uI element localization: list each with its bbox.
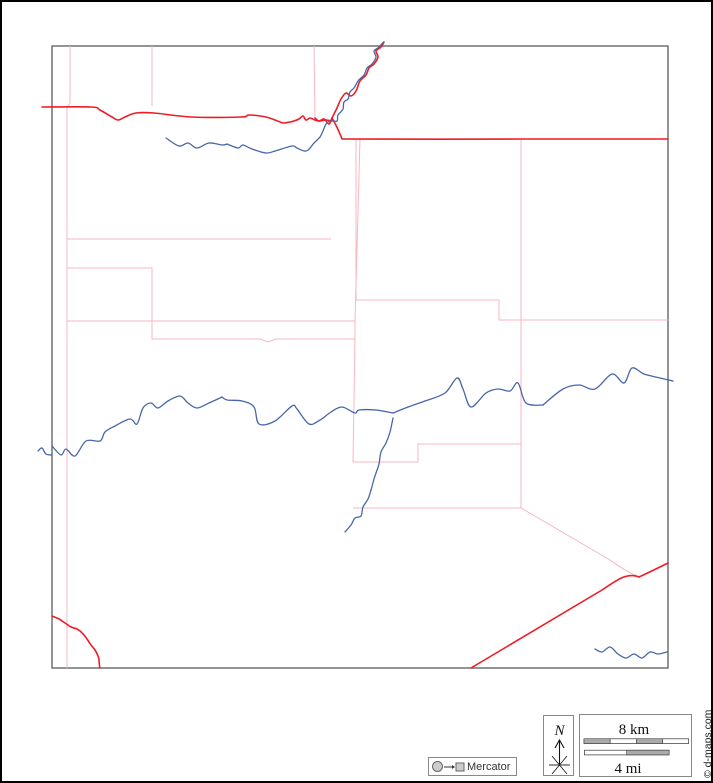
svg-text:4 mi: 4 mi: [614, 761, 641, 777]
svg-text:8 km: 8 km: [619, 722, 650, 738]
svg-text:N: N: [553, 723, 565, 739]
svg-text:© d-maps.com: © d-maps.com: [702, 709, 713, 778]
